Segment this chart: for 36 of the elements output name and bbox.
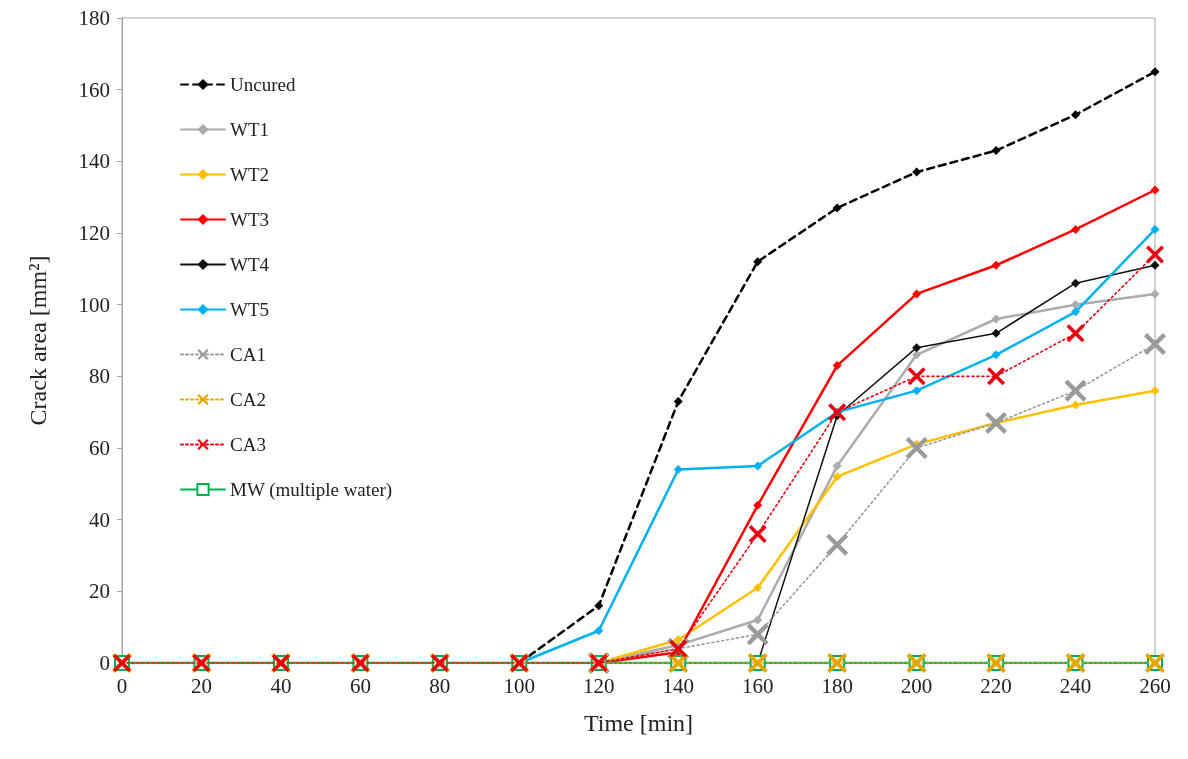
y-tick-label: 140 — [78, 149, 110, 174]
x-axis-title: Time [min] — [583, 710, 694, 736]
y-tick-label: 100 — [78, 292, 110, 317]
legend-label: CA2 — [230, 389, 266, 410]
x-tick-label: 140 — [662, 673, 694, 698]
x-tick-label: 100 — [503, 673, 536, 698]
legend-label: Uncured — [230, 74, 296, 95]
x-tick-label: 40 — [270, 673, 292, 698]
x-tick-label: 80 — [429, 673, 451, 698]
y-tick-label: 180 — [78, 6, 110, 30]
y-tick-label: 120 — [78, 221, 110, 245]
y-tick-label: 160 — [78, 77, 110, 102]
x-tick-label: 160 — [741, 673, 774, 698]
x-tick-label: 0 — [116, 673, 128, 698]
y-tick-label: 60 — [89, 436, 110, 460]
x-tick-label: 200 — [900, 673, 933, 698]
legend-label: WT2 — [230, 164, 270, 185]
legend-label: WT4 — [230, 254, 270, 275]
legend-label: CA3 — [230, 434, 266, 455]
y-axis-title: Crack area [mm²] — [25, 255, 51, 426]
x-tick-label: 60 — [349, 673, 371, 698]
y-tick-label: 0 — [99, 651, 110, 675]
y-tick-label: 80 — [89, 364, 110, 389]
legend-label: WT1 — [230, 119, 270, 140]
y-tick-label: 40 — [89, 507, 110, 532]
legend-label: WT3 — [230, 209, 270, 230]
y-tick-label: 20 — [89, 579, 110, 604]
legend-label: WT5 — [230, 299, 270, 320]
x-tick-label: 20 — [190, 673, 212, 698]
x-tick-label: 220 — [980, 673, 1012, 698]
x-tick-label: 240 — [1059, 673, 1092, 698]
x-tick-label: 180 — [821, 673, 853, 698]
legend-label: CA1 — [230, 344, 266, 365]
x-tick-label: 120 — [583, 673, 615, 698]
x-tick-label: 260 — [1139, 673, 1171, 698]
legend-label: MW (multiple water) — [230, 479, 393, 501]
